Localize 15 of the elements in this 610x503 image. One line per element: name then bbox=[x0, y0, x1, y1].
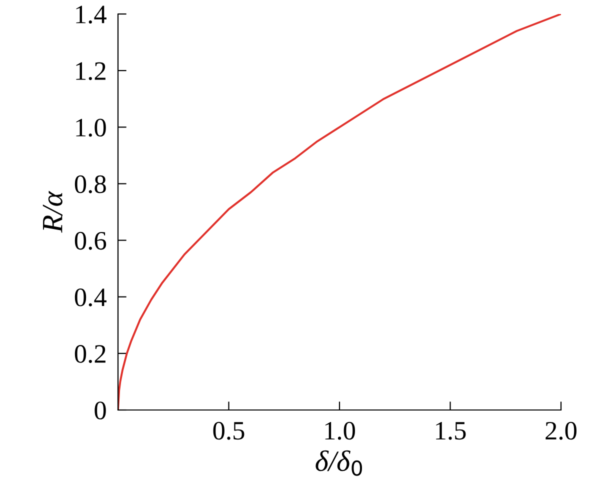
x-axis-title: δ/δ$_{0}$ bbox=[316, 450, 362, 476]
y-tick-label: 0.8 bbox=[74, 175, 106, 194]
x-tick-label: 1.0 bbox=[325, 422, 355, 440]
y-tick-label: 0.4 bbox=[74, 288, 106, 306]
x-tick-label: 0.5 bbox=[213, 422, 244, 440]
y-tick-label: 0.6 bbox=[74, 232, 106, 250]
x-tick-label: 2.0 bbox=[546, 422, 576, 440]
y-tick-label: 1.2 bbox=[76, 62, 106, 80]
y-tick-label: 1.0 bbox=[76, 118, 106, 137]
y-tick-label: 1.4 bbox=[76, 6, 106, 24]
y-tick-label: 0 bbox=[94, 402, 106, 420]
x-tick-label: 1.5 bbox=[436, 422, 466, 440]
y-tick-label: 0.2 bbox=[74, 345, 106, 363]
y-axis-title: R/α bbox=[42, 190, 62, 233]
line-series bbox=[118, 14, 561, 410]
